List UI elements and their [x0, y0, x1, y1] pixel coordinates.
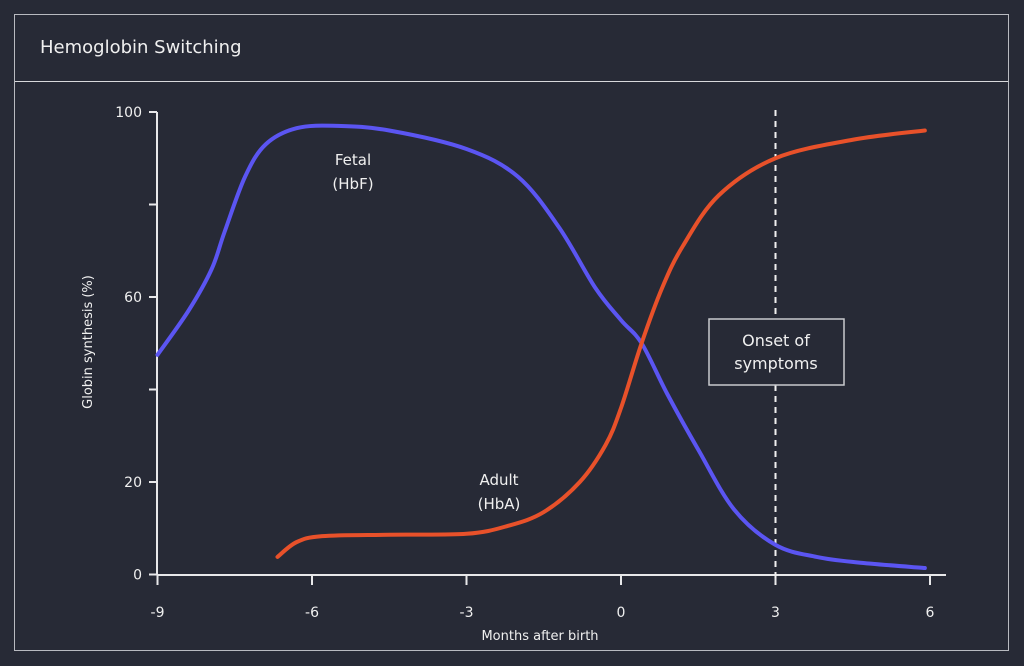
x-tick-label: -9: [151, 605, 165, 621]
adult-label-line2: (HbA): [478, 495, 521, 513]
onset-label-line1: Onset of: [742, 331, 810, 350]
y-tick-label: 100: [115, 105, 142, 121]
chart-title: Hemoglobin Switching: [40, 37, 242, 58]
header: Hemoglobin Switching: [15, 15, 1008, 82]
x-tick-label: 6: [926, 605, 935, 621]
adult-label-line1: Adult: [479, 471, 518, 489]
adult-hba-line: [275, 128, 927, 559]
fetal-label-line2: (HbF): [332, 175, 373, 193]
x-tick-label: -3: [460, 605, 474, 621]
onset-annotation-box: [708, 318, 845, 386]
y-axis-label: Globin synthesis (%): [81, 275, 96, 409]
y-tick-label: 60: [124, 290, 142, 306]
x-tick-label: 3: [771, 605, 780, 621]
onset-label-line2: symptoms: [734, 354, 818, 373]
fetal-label-line1: Fetal: [335, 151, 371, 169]
fetal-hbf-line: [155, 123, 927, 571]
chart-frame: Hemoglobin Switching: [14, 14, 1009, 651]
y-tick-label: 20: [124, 475, 142, 491]
x-axis-label: Months after birth: [481, 629, 598, 644]
x-tick-label: 0: [617, 605, 626, 621]
x-tick-label: -6: [305, 605, 319, 621]
y-tick-label: 0: [133, 568, 142, 584]
